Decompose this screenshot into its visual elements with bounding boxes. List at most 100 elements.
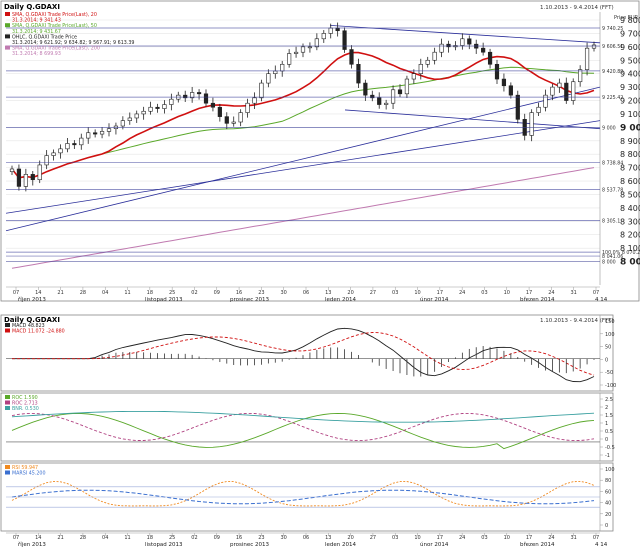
y-tick-label: 2: [605, 405, 608, 411]
lower-x-day-label: 30: [281, 535, 287, 541]
candle-body: [99, 131, 105, 135]
legend-entry: 31.3.2014; 9 431.67: [12, 29, 61, 35]
candle-body: [425, 59, 430, 65]
y-tick-label: 9 200: [620, 97, 640, 106]
legend-entry: MACD 48.823: [12, 323, 45, 329]
y-tick-label: 8 900: [620, 137, 640, 146]
candle-body: [44, 155, 49, 166]
candle-body: [300, 46, 306, 53]
main-x-day-label: 16: [236, 290, 242, 296]
roc-signal-line: [11, 410, 595, 423]
main-x-day-label: 30: [281, 290, 287, 296]
legend-swatch: [5, 465, 10, 469]
y-tick-label: -0.5: [605, 445, 615, 451]
y-tick-label: 9 300: [620, 83, 640, 92]
y-tick-label: 40: [605, 501, 611, 507]
candle-body: [162, 104, 167, 109]
legend-entry: 31.3.2014; 9 621.92; 9 634.82; 9 567.91;…: [12, 40, 134, 46]
candle-body: [72, 143, 77, 146]
candle-body: [494, 63, 500, 80]
candle-body: [418, 63, 423, 74]
y-tick-label: 8 200: [620, 231, 640, 240]
sma20-line: [11, 51, 595, 179]
legend-entry: SMA, Q.GDAXI Trade Price(Last), 50: [12, 23, 97, 29]
candle-body: [183, 94, 188, 99]
candle-body: [30, 174, 35, 181]
candle-body: [377, 97, 382, 105]
main-x-month-label: prosinec 2013: [230, 297, 270, 303]
candle-body: [397, 89, 403, 95]
lower-x-month-label: 4 14: [595, 542, 608, 548]
candle-body: [65, 143, 70, 150]
y-tick-label: -100: [605, 383, 616, 389]
main-x-day-label: 11: [124, 290, 130, 296]
main-x-day-label: 03: [392, 290, 398, 296]
legend-entry: BNR. 0.530: [12, 406, 39, 412]
lower-x-day-label: 10: [504, 535, 510, 541]
y-tick-label: 8 300: [620, 217, 640, 226]
y-tick-label: 20: [605, 512, 611, 518]
legend-swatch: [5, 12, 10, 16]
candle-body: [481, 47, 486, 53]
main-x-month-label: 4 14: [595, 297, 608, 303]
level-label: 9 740.25: [602, 26, 623, 32]
legend-swatch: [5, 45, 10, 50]
candle-body: [127, 117, 132, 121]
candle-body: [508, 85, 513, 96]
legend-swatch: [5, 406, 10, 410]
y-tick-label: 100: [605, 332, 615, 338]
main-x-day-label: 25: [169, 290, 175, 296]
candle-body: [460, 38, 465, 46]
date-range: 1.10.2013 - 9.4.2014 (FFT): [540, 5, 614, 11]
lower-x-day-label: 23: [258, 535, 264, 541]
macd-line: [12, 327, 595, 383]
candle-body: [266, 73, 271, 84]
lower-x-month-label: leden 2014: [325, 542, 357, 548]
main-x-day-label: 27: [370, 290, 376, 296]
legend-entry: OHLC, Q.GDAXI Trade Price: [12, 34, 77, 40]
lower-x-day-label: 21: [57, 535, 63, 541]
candle-body: [293, 51, 299, 54]
candle-body: [370, 94, 375, 99]
lower-x-month-label: únor 2014: [420, 541, 449, 548]
candle-body: [169, 98, 174, 105]
candle-body: [564, 82, 569, 101]
candle-body: [349, 49, 354, 65]
lower-x-day-label: 24: [459, 535, 465, 541]
candle-body: [363, 82, 368, 96]
main-x-day-label: 17: [437, 290, 443, 296]
marsi-line: [11, 489, 595, 505]
lower-x-day-label: 03: [392, 535, 398, 541]
candle-body: [93, 132, 98, 135]
lower-x-day-label: 20: [347, 535, 353, 541]
lower-x-day-label: 25: [169, 535, 175, 541]
candle-body: [307, 46, 313, 49]
y-tick-label: 9 100: [620, 110, 640, 119]
y-tick-label: 8 400: [620, 204, 640, 213]
legend-entry: SMA, Q.GDAXI Trade Price(Last), 20: [12, 12, 97, 18]
legend-swatch: [5, 395, 10, 399]
lower-x-day-label: 16: [236, 535, 242, 541]
candle-body: [571, 81, 576, 101]
y-tick-label: 0: [605, 357, 608, 363]
level-label: 9 606.51: [602, 44, 623, 50]
candle-body: [543, 94, 548, 108]
lower-x-day-label: 06: [303, 535, 309, 541]
legend-swatch: [5, 323, 10, 327]
y-tick-label: 80: [605, 478, 611, 484]
main-x-day-label: 10: [414, 290, 420, 296]
candle-body: [328, 27, 333, 34]
candle-body: [404, 78, 410, 95]
candle-body: [217, 106, 222, 117]
rsi-line: [11, 480, 595, 507]
candle-body: [106, 128, 112, 132]
lower-title: Daily Q.GDAXI: [4, 316, 60, 324]
y-tick-label: 8 500: [620, 190, 640, 199]
y-tick-label: 9 400: [620, 70, 640, 79]
lower-x-day-label: 04: [102, 535, 108, 541]
level-label: 100.0% 8 070.28: [602, 250, 640, 256]
roc2-line: [11, 412, 595, 442]
main-x-day-label: 03: [481, 290, 487, 296]
